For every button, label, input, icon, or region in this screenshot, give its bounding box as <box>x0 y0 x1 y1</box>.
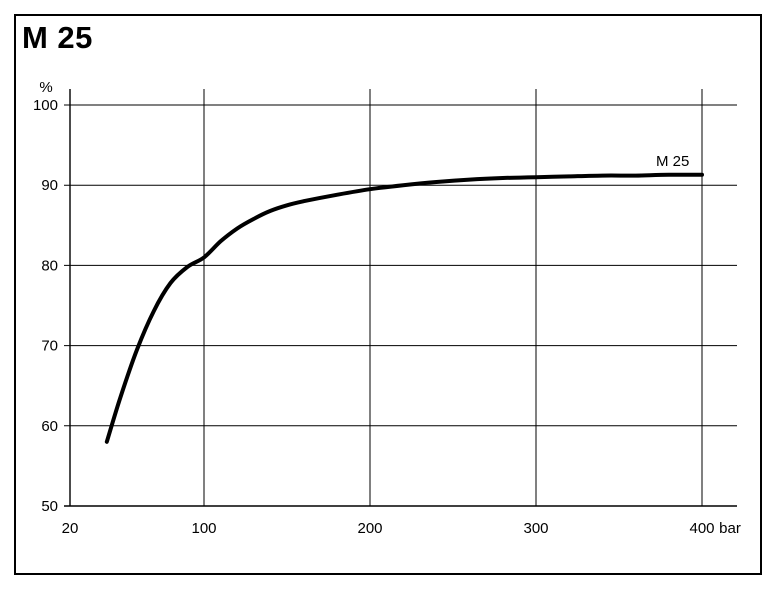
x-axis-label: bar <box>719 520 741 537</box>
chart-title: M 25 <box>22 20 93 55</box>
chart-frame <box>14 14 762 575</box>
y-tick-label-80: 80 <box>41 257 58 274</box>
x-tick-label-20: 20 <box>62 520 79 537</box>
y-tick-label-90: 90 <box>41 177 58 194</box>
y-tick-label-60: 60 <box>41 418 58 435</box>
y-tick-label-50: 50 <box>41 498 58 515</box>
series-line-m25 <box>104 172 704 444</box>
y-axis-label: % <box>39 79 52 96</box>
x-tick-labels: 20 100 200 300 400 <box>62 520 715 537</box>
series-label-m25: M 25 <box>656 153 689 170</box>
vertical-gridlines <box>203 89 703 506</box>
x-tick-label-200: 200 <box>357 520 382 537</box>
horizontal-gridlines <box>64 104 737 427</box>
y-tick-label-70: 70 <box>41 338 58 355</box>
y-tick-label-100: 100 <box>33 97 58 114</box>
y-tick-labels: 50 60 70 80 90 100 <box>33 97 58 515</box>
x-tick-label-100: 100 <box>191 520 216 537</box>
x-tick-label-400: 400 <box>689 520 714 537</box>
x-tick-label-300: 300 <box>523 520 548 537</box>
